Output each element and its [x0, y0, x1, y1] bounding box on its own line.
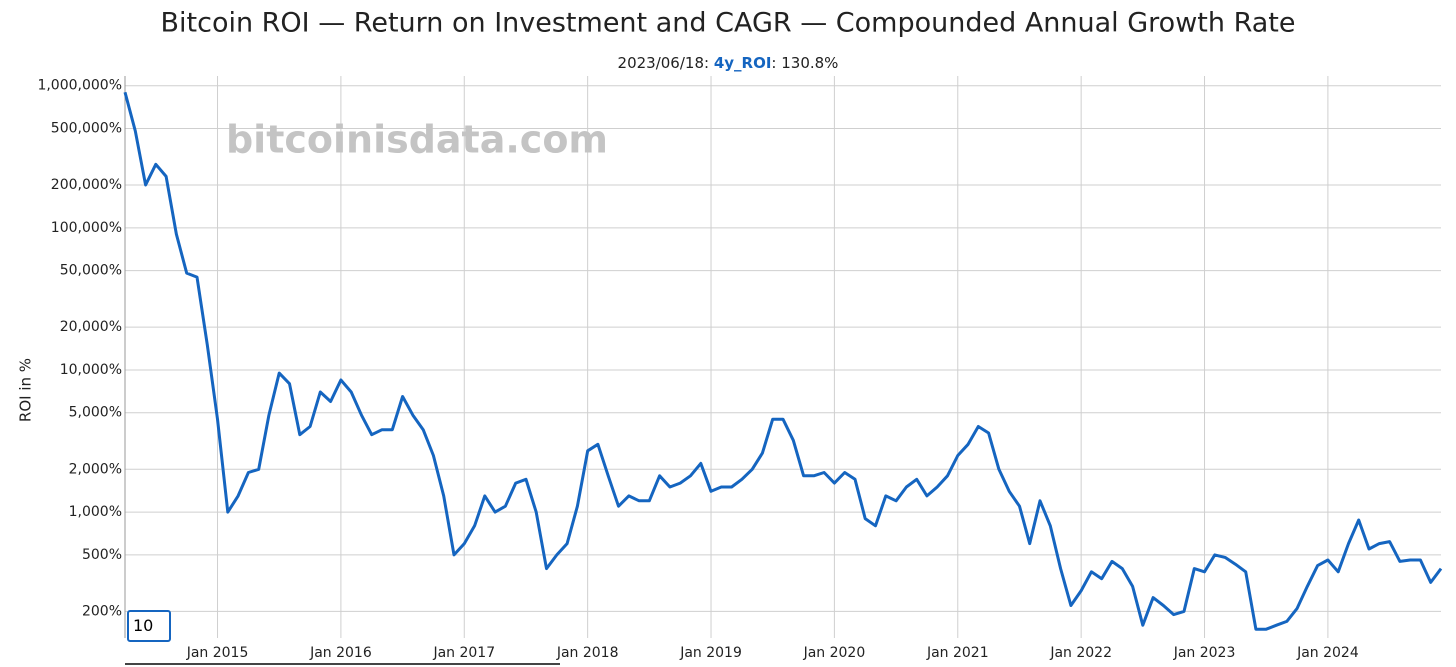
range-input[interactable]: 10: [127, 610, 171, 642]
x-tick-label: Jan 2018: [556, 645, 619, 661]
grid: [124, 76, 1441, 638]
tooltip-text: 2023/06/18: 4y_ROI: 130.8%: [0, 54, 1456, 72]
x-tick-label: Jan 2015: [186, 645, 249, 661]
y-axis-label: ROI in %: [17, 358, 35, 422]
y-tick-label: 1,000,000%: [37, 78, 122, 94]
x-tick-label: Jan 2020: [803, 645, 866, 661]
x-tick-label: Jan 2019: [679, 645, 742, 661]
x-tick-label: Jan 2017: [432, 645, 495, 661]
y-tick-label: 50,000%: [60, 263, 122, 279]
tooltip-suffix: : 130.8%: [771, 54, 839, 72]
chart-title: Bitcoin ROI — Return on Investment and C…: [161, 8, 1296, 39]
y-tick-label: 2,000%: [69, 461, 122, 477]
x-tick-label: Jan 2016: [309, 645, 372, 661]
x-tick-label: Jan 2023: [1173, 645, 1236, 661]
x-tick-label: Jan 2024: [1296, 645, 1359, 661]
y-tick-label: 100,000%: [51, 220, 122, 236]
watermark: bitcoinisdata.com: [226, 118, 608, 162]
line-series: [123, 91, 1443, 631]
y-tick-label: 200%: [82, 603, 122, 619]
y-tick-label: 500,000%: [51, 120, 122, 136]
y-tick-label: 5,000%: [69, 405, 122, 421]
x-tick-label: Jan 2021: [926, 645, 989, 661]
tooltip-prefix: 2023/06/18:: [617, 54, 714, 72]
series-name: 4y_ROI: [713, 54, 772, 72]
y-tick-label: 500%: [82, 547, 122, 563]
x-tick-label: Jan 2022: [1049, 645, 1112, 661]
y-tick-label: 10,000%: [60, 362, 122, 378]
y-tick-label: 20,000%: [60, 319, 122, 335]
y-tick-label: 200,000%: [51, 177, 122, 193]
y-tick-label: 1,000%: [69, 504, 122, 520]
